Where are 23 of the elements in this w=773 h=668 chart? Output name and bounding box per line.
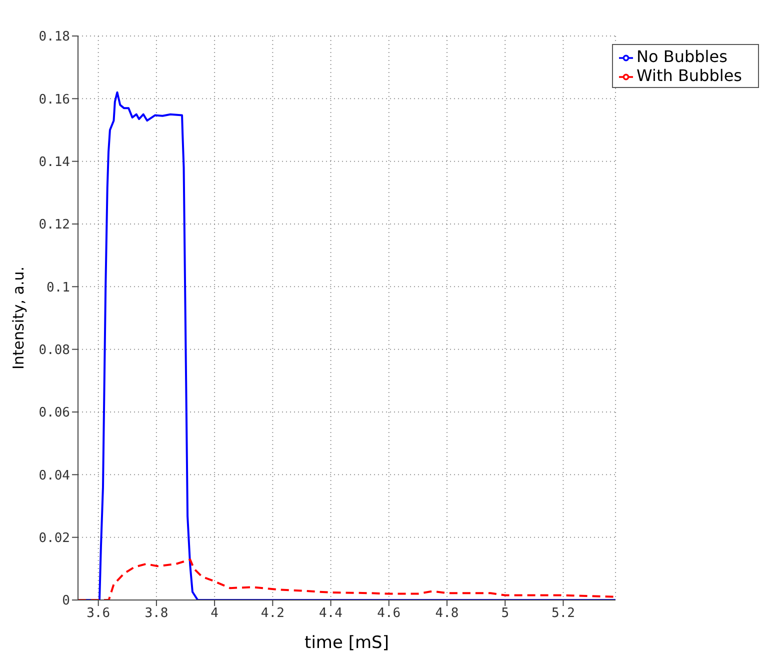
y-tick-label: 0 xyxy=(62,594,70,609)
x-axis-title: time [mS] xyxy=(304,633,389,653)
x-tick-label: 5.2 xyxy=(551,606,575,622)
y-tick-label: 0.16 xyxy=(38,92,70,108)
y-tick-label: 0.04 xyxy=(38,468,70,484)
x-tick-label: 4.6 xyxy=(377,606,401,622)
y-tick-label: 0.12 xyxy=(38,218,70,233)
x-tick-label: 3.8 xyxy=(144,606,168,622)
y-tick-label: 0.14 xyxy=(38,154,70,170)
legend-label: No Bubbles xyxy=(636,47,728,66)
x-tick-label: 4 xyxy=(210,606,219,622)
y-tick-label: 0.1 xyxy=(46,280,70,296)
x-tick-label: 4.2 xyxy=(260,606,284,622)
y-tick-label: 0.08 xyxy=(38,342,70,358)
x-tick-label: 3.6 xyxy=(86,606,110,622)
y-tick-label: 0.02 xyxy=(38,530,70,546)
y-axis-title: Intensity, a.u. xyxy=(9,266,28,370)
y-tick-label: 0.18 xyxy=(38,30,70,45)
legend-label: With Bubbles xyxy=(636,66,742,85)
x-tick-label: 5 xyxy=(501,606,510,622)
x-tick-label: 4.8 xyxy=(435,606,459,622)
y-tick-label: 0.06 xyxy=(38,406,70,421)
x-tick-label: 4.4 xyxy=(319,606,343,622)
